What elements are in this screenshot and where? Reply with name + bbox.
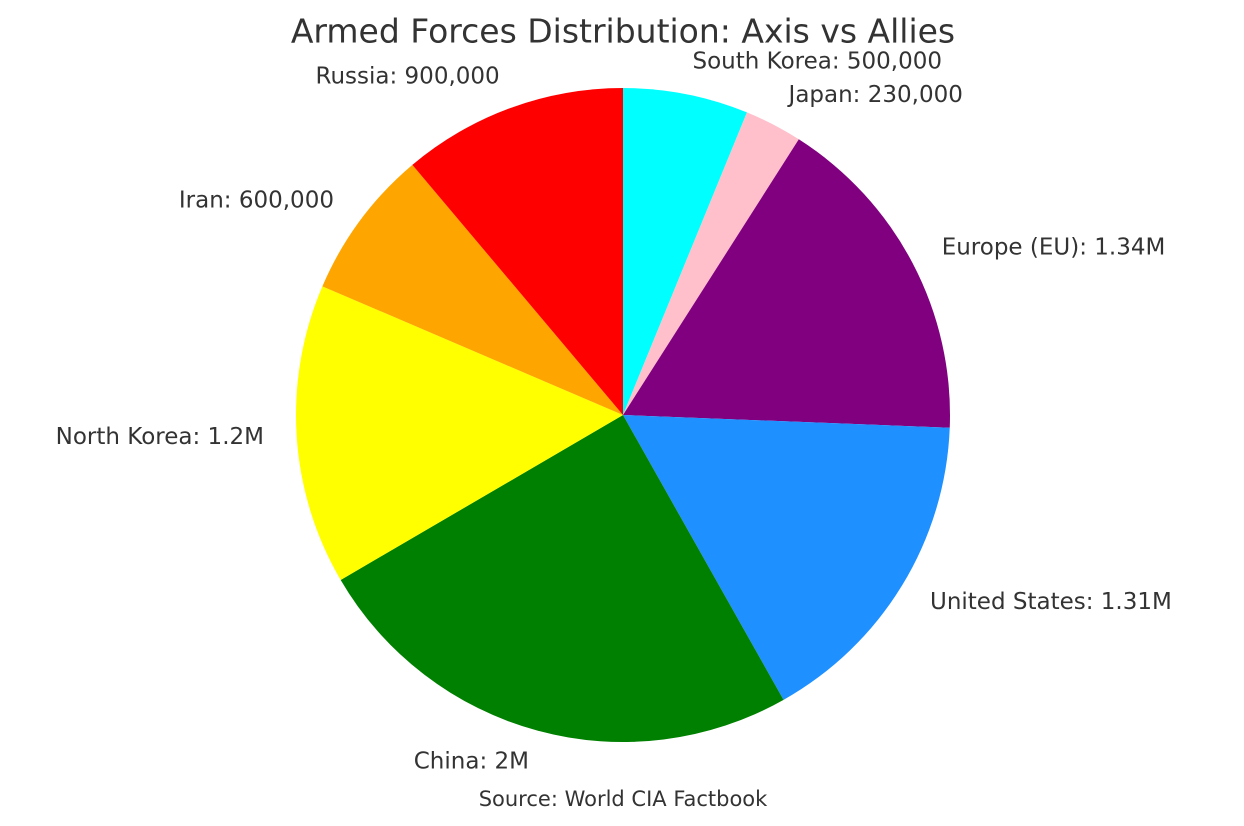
slice-label: China: 2M bbox=[414, 749, 529, 775]
pie-slice bbox=[340, 415, 784, 743]
chart-title: Armed Forces Distribution: Axis vs Allie… bbox=[291, 12, 955, 51]
pie-slice bbox=[296, 286, 623, 580]
pie-slice bbox=[412, 88, 623, 415]
pie-slice bbox=[623, 88, 747, 415]
pie-slice bbox=[623, 139, 950, 428]
pie-slice bbox=[623, 112, 799, 415]
pie-slice bbox=[322, 164, 623, 415]
slice-label: Iran: 600,000 bbox=[179, 187, 334, 213]
source-note: Source: World CIA Factbook bbox=[479, 787, 768, 811]
slice-label: South Korea: 500,000 bbox=[692, 49, 942, 75]
slice-label: Europe (EU): 1.34M bbox=[942, 235, 1166, 261]
slice-label: Russia: 900,000 bbox=[316, 64, 500, 90]
slice-label: Japan: 230,000 bbox=[787, 82, 963, 108]
pie-slice bbox=[623, 415, 950, 700]
slice-label: North Korea: 1.2M bbox=[56, 424, 264, 450]
slice-label: United States: 1.31M bbox=[930, 589, 1172, 615]
